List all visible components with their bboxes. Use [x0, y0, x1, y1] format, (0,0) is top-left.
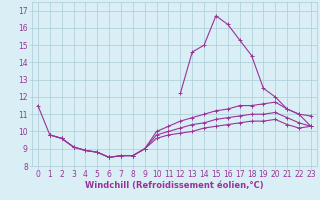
- X-axis label: Windchill (Refroidissement éolien,°C): Windchill (Refroidissement éolien,°C): [85, 181, 264, 190]
